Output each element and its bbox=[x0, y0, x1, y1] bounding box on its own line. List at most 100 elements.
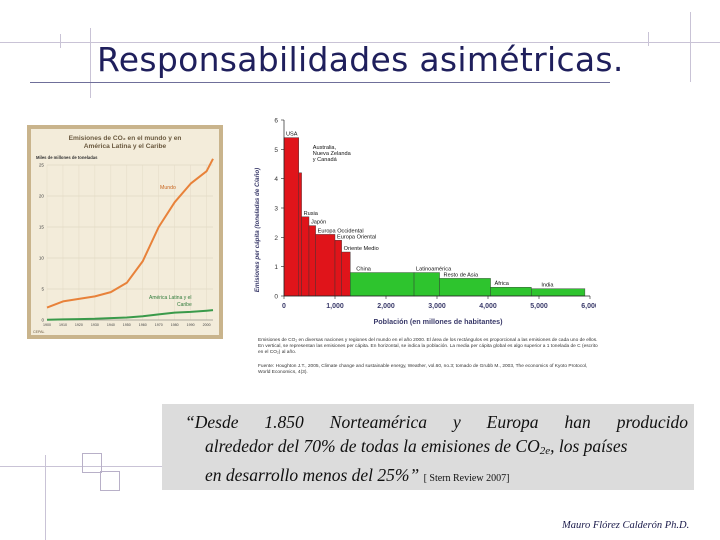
page-title: Responsabilidades asimétricas. bbox=[97, 40, 624, 79]
quote-citation: [ Stern Review 2007] bbox=[423, 473, 510, 484]
x-tick-label: 4,000 bbox=[479, 303, 497, 310]
bar-label-8: Latinoamérica bbox=[416, 267, 452, 273]
x-tick-label: 1940 bbox=[107, 323, 115, 327]
bar-1 bbox=[298, 172, 302, 297]
y-tick-label: 5 bbox=[41, 287, 44, 292]
bar-11 bbox=[531, 288, 586, 297]
axes: 0 1 2 3 4 5 6 0 1,000 2,000 3,000 4,000 5,000 6,000 bbox=[274, 118, 596, 311]
y-tick-label: 0 bbox=[41, 318, 44, 323]
world-emissions-chart-svg: Emisiones de CO₂ en el mundo y en Améric… bbox=[27, 125, 223, 339]
x-tick-label: 1900 bbox=[43, 323, 51, 327]
bar-8 bbox=[413, 272, 440, 297]
title-underline bbox=[30, 82, 610, 83]
decorative-line bbox=[60, 34, 61, 48]
chart-title-line1: Emisiones de CO₂ en el mundo y en bbox=[69, 135, 182, 142]
y-tick-label: 4 bbox=[274, 176, 278, 183]
quote-line-1: “Desde 1.850 Norteamérica y Europa han p… bbox=[185, 412, 688, 432]
y-tick-label: 15 bbox=[39, 225, 45, 230]
y-tick-label: 6 bbox=[274, 118, 278, 125]
series-label-latam-1: América Latina y el bbox=[149, 295, 192, 301]
bar-label-6: Oriente Medio bbox=[344, 246, 379, 252]
bar-5 bbox=[334, 240, 342, 297]
y-axis-label: Emisiones per cápita (toneladas de C/año… bbox=[254, 168, 261, 292]
x-tick-label: 1930 bbox=[91, 323, 99, 327]
bar-3 bbox=[308, 225, 316, 297]
x-axis-label: Población (en millones de habitantes) bbox=[374, 317, 504, 326]
y-tick-label: 2 bbox=[274, 235, 278, 242]
grid bbox=[46, 164, 213, 321]
bar-label-9: Resto de Asia bbox=[444, 272, 479, 278]
decorative-square bbox=[100, 471, 120, 491]
decorative-square bbox=[82, 453, 102, 473]
world-emissions-chart: Emisiones de CO₂ en el mundo y en Améric… bbox=[27, 125, 223, 339]
bar-6 bbox=[341, 251, 351, 297]
bar-2 bbox=[301, 216, 310, 297]
chart-source: Fuente: Houghton J.T., 2005, Climate cha… bbox=[258, 364, 588, 375]
bar-label-1: Nueva Zelanda bbox=[313, 151, 352, 157]
bar-label-10: África bbox=[495, 280, 510, 287]
y-tick-label: 0 bbox=[274, 294, 278, 301]
quote-line-2-a: alrededor del 70% de todas la emisiones … bbox=[205, 436, 540, 456]
bar-4 bbox=[315, 234, 336, 297]
x-tick-label: 1980 bbox=[171, 323, 179, 327]
bar-label-1: Australia, bbox=[313, 145, 337, 151]
x-tick-label: 1920 bbox=[75, 323, 83, 327]
y-tick-label: 3 bbox=[274, 206, 278, 213]
series-lines bbox=[46, 158, 214, 321]
per-capita-emissions-chart: Emisiones per cápita (toneladas de C/año… bbox=[248, 112, 598, 384]
bar-label-0: USA bbox=[286, 132, 298, 138]
series-label-mundo: Mundo bbox=[160, 185, 176, 191]
quote-text: “Desde 1.850 Norteamérica y Europa han p… bbox=[185, 410, 688, 491]
quote-box bbox=[162, 404, 694, 490]
series-line-1 bbox=[46, 309, 214, 321]
x-tick-label: 2000 bbox=[203, 323, 211, 327]
bar-label-7: China bbox=[356, 267, 372, 273]
bar-label-1: y Canadá bbox=[313, 157, 338, 163]
bar-label-4: Europa Occidental bbox=[318, 228, 364, 234]
x-tick-label: 1950 bbox=[123, 323, 131, 327]
x-tick-label: 5,000 bbox=[530, 303, 548, 310]
decorative-line bbox=[0, 42, 720, 43]
chart-note: Emisiones de CO₂ en diversas naciones y … bbox=[258, 338, 598, 355]
quote-line-2-b: , los países bbox=[550, 436, 628, 456]
decorative-line bbox=[648, 32, 649, 46]
y-unit-label: Miles de millones de toneladas bbox=[36, 155, 98, 160]
y-tick-label: 25 bbox=[39, 163, 45, 168]
bar-label-3: Japón bbox=[311, 220, 326, 226]
y-tick-label: 20 bbox=[39, 194, 45, 199]
bar-9 bbox=[439, 278, 491, 297]
x-tick-label: 3,000 bbox=[428, 303, 446, 310]
series-line-0 bbox=[46, 158, 214, 309]
bar-label-11: India bbox=[541, 283, 554, 289]
decorative-line bbox=[690, 12, 691, 82]
chart-title-line2: América Latina y el Caribe bbox=[84, 143, 167, 150]
x-tick-label: 1,000 bbox=[326, 303, 344, 310]
y-tick-label: 5 bbox=[274, 147, 278, 154]
x-tick-label: 1970 bbox=[155, 323, 163, 327]
bar-0 bbox=[283, 137, 299, 297]
series-label-latam-2: Caribe bbox=[177, 302, 192, 308]
decorative-line bbox=[90, 28, 91, 98]
author-credit: Mauro Flórez Calderón Ph.D. bbox=[562, 520, 690, 531]
source-label: CEPAL bbox=[33, 330, 45, 334]
bar-7 bbox=[350, 272, 415, 297]
axis-ticks: 0 5 10 15 20 25 1900 1910 1920 1930 1940 1950 1960 19… bbox=[39, 163, 211, 328]
per-capita-chart-svg: Emisiones per cápita (toneladas de C/año… bbox=[254, 118, 596, 327]
bar-10 bbox=[490, 286, 532, 297]
x-tick-label: 1960 bbox=[139, 323, 147, 327]
quote-line-3-text: en desarrollo menos del 25%” bbox=[205, 465, 420, 485]
x-tick-label: 1990 bbox=[187, 323, 195, 327]
quote-line-2: alrededor del 70% de todas la emisiones … bbox=[185, 434, 688, 463]
bar-label-5: Europa Oriental bbox=[337, 234, 376, 240]
x-tick-label: 6,000 bbox=[581, 303, 596, 310]
x-tick-label: 2,000 bbox=[377, 303, 395, 310]
decorative-line bbox=[45, 455, 46, 540]
bar-label-2: Rusia bbox=[304, 211, 319, 217]
quote-line-3: en desarrollo menos del 25%” [ Stern Rev… bbox=[185, 463, 688, 491]
y-tick-label: 10 bbox=[39, 256, 45, 261]
quote-subscript: 2e bbox=[539, 445, 551, 457]
x-tick-label: 0 bbox=[282, 303, 286, 310]
y-tick-label: 1 bbox=[274, 264, 278, 271]
x-tick-label: 1910 bbox=[59, 323, 67, 327]
